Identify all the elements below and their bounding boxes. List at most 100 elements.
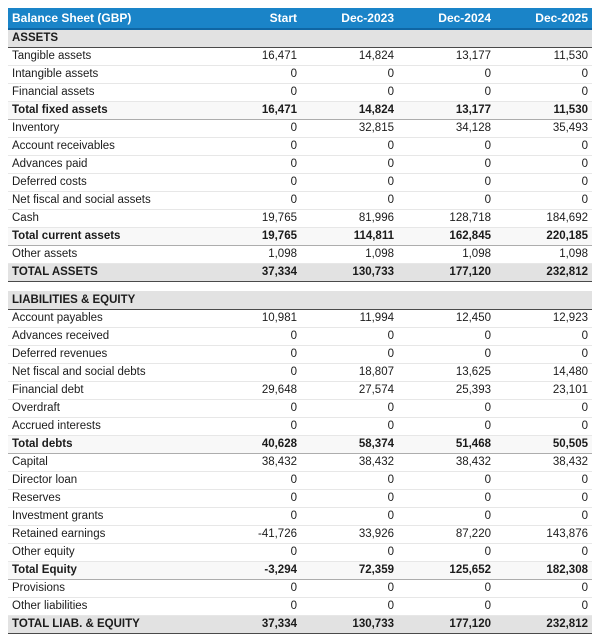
row-label: Total debts: [8, 434, 204, 454]
cell-value: 1,098: [495, 245, 592, 264]
cell-value: 0: [398, 83, 495, 102]
table-row: Cash 19,765 81,996 128,718 184,692: [8, 209, 592, 228]
cell-value: 0: [301, 507, 398, 526]
cell-value: 220,185: [495, 226, 592, 246]
row-label: ASSETS: [8, 29, 204, 48]
row-label: Advances received: [8, 327, 204, 346]
row-label: LIABILITIES & EQUITY: [8, 291, 204, 310]
cell-value: 0: [301, 65, 398, 84]
cell-value: 72,359: [301, 560, 398, 580]
balance-sheet-table: Balance Sheet (GBP) Start Dec-2023 Dec-2…: [8, 8, 592, 634]
cell-value: 0: [495, 173, 592, 192]
cell-value: 0: [301, 327, 398, 346]
cell-value: 182,308: [495, 560, 592, 580]
row-label: Director loan: [8, 471, 204, 490]
cell-value: 0: [301, 191, 398, 210]
row-label: Tangible assets: [8, 47, 204, 66]
row-label: Intangible assets: [8, 65, 204, 84]
row-label: Capital: [8, 453, 204, 472]
cell-value: [301, 29, 398, 48]
table-row: TOTAL LIAB. & EQUITY 37,334 130,733 177,120…: [8, 614, 592, 634]
cell-value: 10,981: [204, 309, 301, 328]
cell-value: 0: [204, 327, 301, 346]
cell-value: 177,120: [398, 614, 495, 634]
cell-value: 0: [398, 543, 495, 562]
cell-value: 25,393: [398, 381, 495, 400]
cell-value: [398, 29, 495, 48]
cell-value: 29,648: [204, 381, 301, 400]
cell-value: 13,177: [398, 100, 495, 120]
row-label: Reserves: [8, 489, 204, 508]
cell-value: 0: [495, 191, 592, 210]
cell-value: 33,926: [301, 525, 398, 544]
table-row: Advances received 0 0 0 0: [8, 327, 592, 346]
row-label: TOTAL ASSETS: [8, 262, 204, 282]
cell-value: 38,432: [495, 453, 592, 472]
row-label: Other equity: [8, 543, 204, 562]
cell-value: 14,824: [301, 47, 398, 66]
cell-value: 0: [398, 191, 495, 210]
cell-value: 1,098: [398, 245, 495, 264]
cell-value: 0: [204, 579, 301, 598]
cell-value: 0: [398, 137, 495, 156]
row-label: TOTAL LIAB. & EQUITY: [8, 614, 204, 634]
cell-value: [495, 291, 592, 310]
cell-value: 19,765: [204, 209, 301, 228]
cell-value: 35,493: [495, 119, 592, 138]
cell-value: 23,101: [495, 381, 592, 400]
cell-value: 0: [495, 83, 592, 102]
cell-value: 37,334: [204, 614, 301, 634]
cell-value: 125,652: [398, 560, 495, 580]
cell-value: 0: [398, 417, 495, 436]
cell-value: 0: [204, 489, 301, 508]
cell-value: 177,120: [398, 262, 495, 282]
table-row: Intangible assets 0 0 0 0: [8, 65, 592, 84]
column-header-start: Start: [204, 8, 301, 30]
table-title: Balance Sheet (GBP): [8, 8, 204, 30]
cell-value: 0: [398, 579, 495, 598]
cell-value: 0: [495, 597, 592, 616]
cell-value: 0: [204, 155, 301, 174]
cell-value: 0: [398, 507, 495, 526]
cell-value: 0: [204, 363, 301, 382]
row-label: Inventory: [8, 119, 204, 138]
cell-value: 0: [495, 155, 592, 174]
cell-value: 0: [398, 399, 495, 418]
cell-value: 0: [495, 543, 592, 562]
cell-value: 0: [204, 597, 301, 616]
column-header-dec-2024: Dec-2024: [398, 8, 495, 30]
cell-value: 0: [495, 65, 592, 84]
table-row: Tangible assets 16,471 14,824 13,177 11,530: [8, 47, 592, 66]
cell-value: 0: [398, 155, 495, 174]
cell-value: 0: [495, 489, 592, 508]
section-header-row: LIABILITIES & EQUITY: [8, 291, 592, 310]
cell-value: 0: [398, 489, 495, 508]
cell-value: 0: [204, 119, 301, 138]
cell-value: [204, 291, 301, 310]
balance-sheet-body: ASSETS Tangible assets 16,471 14,824 13,177 1…: [8, 29, 592, 634]
cell-value: 143,876: [495, 525, 592, 544]
cell-value: 0: [301, 137, 398, 156]
cell-value: 34,128: [398, 119, 495, 138]
table-row: Other liabilities 0 0 0 0: [8, 597, 592, 616]
cell-value: 0: [398, 597, 495, 616]
cell-value: 0: [495, 137, 592, 156]
table-row: Accrued interests 0 0 0 0: [8, 417, 592, 436]
cell-value: 12,923: [495, 309, 592, 328]
cell-value: 1,098: [301, 245, 398, 264]
table-row: Net fiscal and social debts 0 18,807 13,625…: [8, 363, 592, 382]
cell-value: [495, 29, 592, 48]
table-row: Account payables 10,981 11,994 12,450 12,923: [8, 309, 592, 328]
cell-value: 38,432: [204, 453, 301, 472]
spacer-cell: [8, 281, 592, 291]
row-label: Overdraft: [8, 399, 204, 418]
cell-value: 114,811: [301, 226, 398, 246]
cell-value: 16,471: [204, 47, 301, 66]
table-row: Account receivables 0 0 0 0: [8, 137, 592, 156]
cell-value: 40,628: [204, 434, 301, 454]
row-label: Retained earnings: [8, 525, 204, 544]
cell-value: 0: [301, 345, 398, 364]
cell-value: -3,294: [204, 560, 301, 580]
cell-value: 50,505: [495, 434, 592, 454]
section-header-row: ASSETS: [8, 29, 592, 48]
